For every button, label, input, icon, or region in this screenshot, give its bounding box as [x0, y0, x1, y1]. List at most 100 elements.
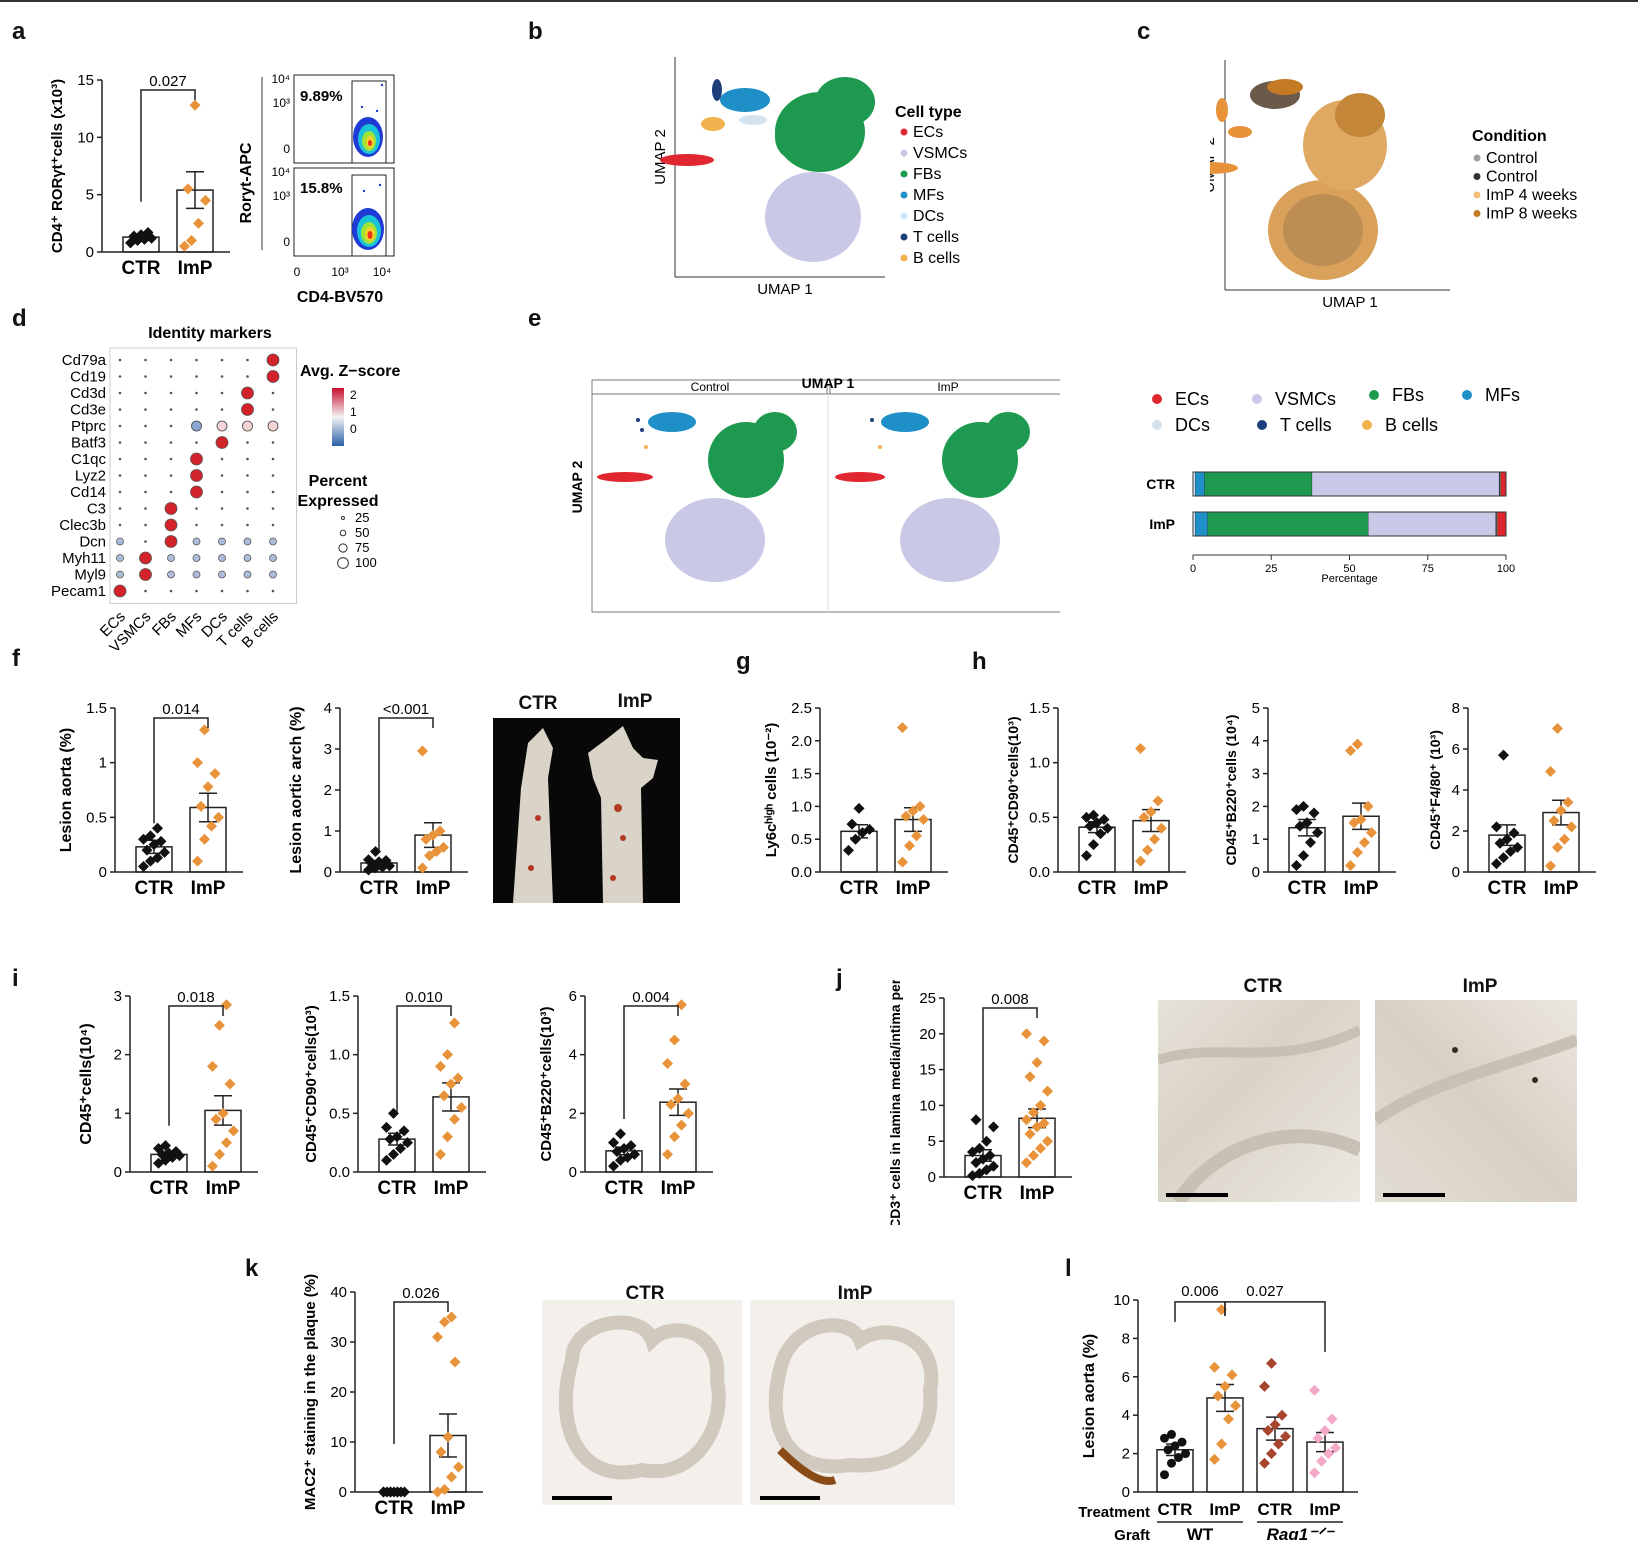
y-axis-label: CD45⁺B220⁺cells (10⁴): [1223, 715, 1239, 866]
data-point: [206, 820, 217, 832]
dot: [169, 441, 173, 444]
data-point: [193, 217, 204, 229]
significance-bracket: [393, 1301, 449, 1444]
data-point: [1512, 841, 1523, 853]
dot: [269, 554, 277, 562]
dot: [271, 589, 275, 593]
tissue-j-imp: [1375, 1034, 1577, 1197]
color-tick: 0: [350, 422, 357, 436]
graft-wt: WT: [1187, 1525, 1214, 1540]
x-tick-label: ImP: [1544, 878, 1579, 899]
x-tick-label: ImP: [1344, 878, 1379, 899]
dot: [118, 474, 122, 477]
data-point: [1352, 738, 1363, 750]
histology-j-ctr: [1158, 1000, 1360, 1202]
panel-label-b: b: [528, 18, 543, 45]
data-point: [988, 1121, 999, 1133]
y-tick-label: 2: [1122, 1446, 1130, 1463]
data-point: [1223, 1413, 1234, 1425]
data-point: [988, 1160, 999, 1172]
stacked-bar-composition: ECs VSMCs FBs MFs DCs T cells B cells CTR ImP 0 25…: [1146, 385, 1520, 585]
data-point: [669, 1034, 680, 1046]
data-point: [1309, 1384, 1320, 1396]
p-value: 0.008: [991, 991, 1029, 1008]
data-point: [662, 1057, 673, 1069]
photo-k-imp-label: ImP: [837, 1283, 873, 1304]
dot: [144, 424, 147, 428]
data-point: [1308, 807, 1320, 819]
facet-label-control: Control: [691, 380, 730, 394]
x-tick-label: 100: [1497, 563, 1515, 575]
dot: [246, 589, 249, 593]
dot: [118, 507, 122, 510]
data-point: [615, 1128, 626, 1140]
dot: [144, 375, 147, 378]
legend-swatch: [1152, 420, 1162, 430]
dot: [144, 457, 147, 461]
umap-b-legend: ECs VSMCs FBs MFs DCs T cells B cells: [900, 124, 967, 267]
legend-label: DCs: [913, 208, 944, 225]
y-tick-label: 0: [99, 864, 107, 881]
y-tick-label: 8: [1452, 700, 1460, 717]
data-point: [388, 1148, 399, 1160]
dot: [243, 570, 252, 579]
data-point: [608, 1160, 619, 1172]
stacked-segment: [1195, 511, 1208, 537]
data-point: [1291, 804, 1302, 816]
y-tick-label: 5: [1252, 700, 1260, 717]
dot: [216, 420, 228, 432]
data-point: [850, 833, 861, 845]
y-tick-label: 6: [1122, 1369, 1130, 1386]
panel-label-d: d: [12, 305, 27, 332]
data-point: [1038, 1035, 1050, 1047]
facet-label-imp: ImP: [937, 380, 958, 394]
dot: [190, 469, 203, 482]
gene-label: Dcn: [79, 534, 106, 551]
data-point: [452, 1072, 464, 1084]
dot: [113, 584, 127, 598]
data-point: [1088, 839, 1099, 851]
dot: [246, 358, 249, 362]
data-point: [1491, 858, 1502, 870]
legend-swatch: [900, 191, 908, 199]
gene-label: C1qc: [71, 451, 107, 468]
data-point: [1505, 846, 1516, 857]
data-point: [207, 1160, 218, 1172]
x-tick-label: CTR: [1077, 878, 1116, 899]
gene-label: Cd19: [70, 369, 106, 386]
data-point: [843, 844, 854, 856]
graft-rag1: Rag1⁻ᐟ⁻: [1267, 1525, 1336, 1540]
dot: [118, 424, 122, 428]
dot: [271, 507, 275, 510]
data-point: [1042, 1135, 1053, 1147]
y-axis-label: Lesion aortic arch (%): [288, 706, 305, 873]
gene-label: Clec3b: [59, 517, 106, 534]
dot: [169, 490, 173, 494]
size-swatch: [337, 557, 349, 569]
legend-swatch: [1369, 390, 1379, 400]
dot: [266, 353, 280, 367]
stacked-segment: [1368, 511, 1496, 537]
data-point: [449, 1017, 460, 1029]
y-tick-label: 2: [569, 1105, 577, 1122]
flow-ytick: 10⁴: [271, 72, 290, 86]
data-point: [179, 240, 190, 252]
data-point: [1355, 814, 1367, 826]
legend-label: FBs: [913, 166, 941, 183]
data-point: [1552, 723, 1563, 734]
data-point: [427, 829, 439, 841]
graft-label: Graft: [1114, 1527, 1150, 1540]
dot: [220, 457, 224, 461]
data-point: [984, 1150, 996, 1162]
data-point: [199, 833, 210, 845]
dot: [195, 441, 198, 444]
legend-swatch: [900, 254, 908, 262]
data-point: [152, 852, 163, 864]
y-tick-label: 5: [86, 187, 94, 204]
data-point: [145, 830, 156, 842]
data-point: [1174, 1452, 1183, 1462]
data-point: [438, 1090, 450, 1102]
data-point: [1038, 1117, 1050, 1129]
data-point: [1035, 1142, 1046, 1154]
